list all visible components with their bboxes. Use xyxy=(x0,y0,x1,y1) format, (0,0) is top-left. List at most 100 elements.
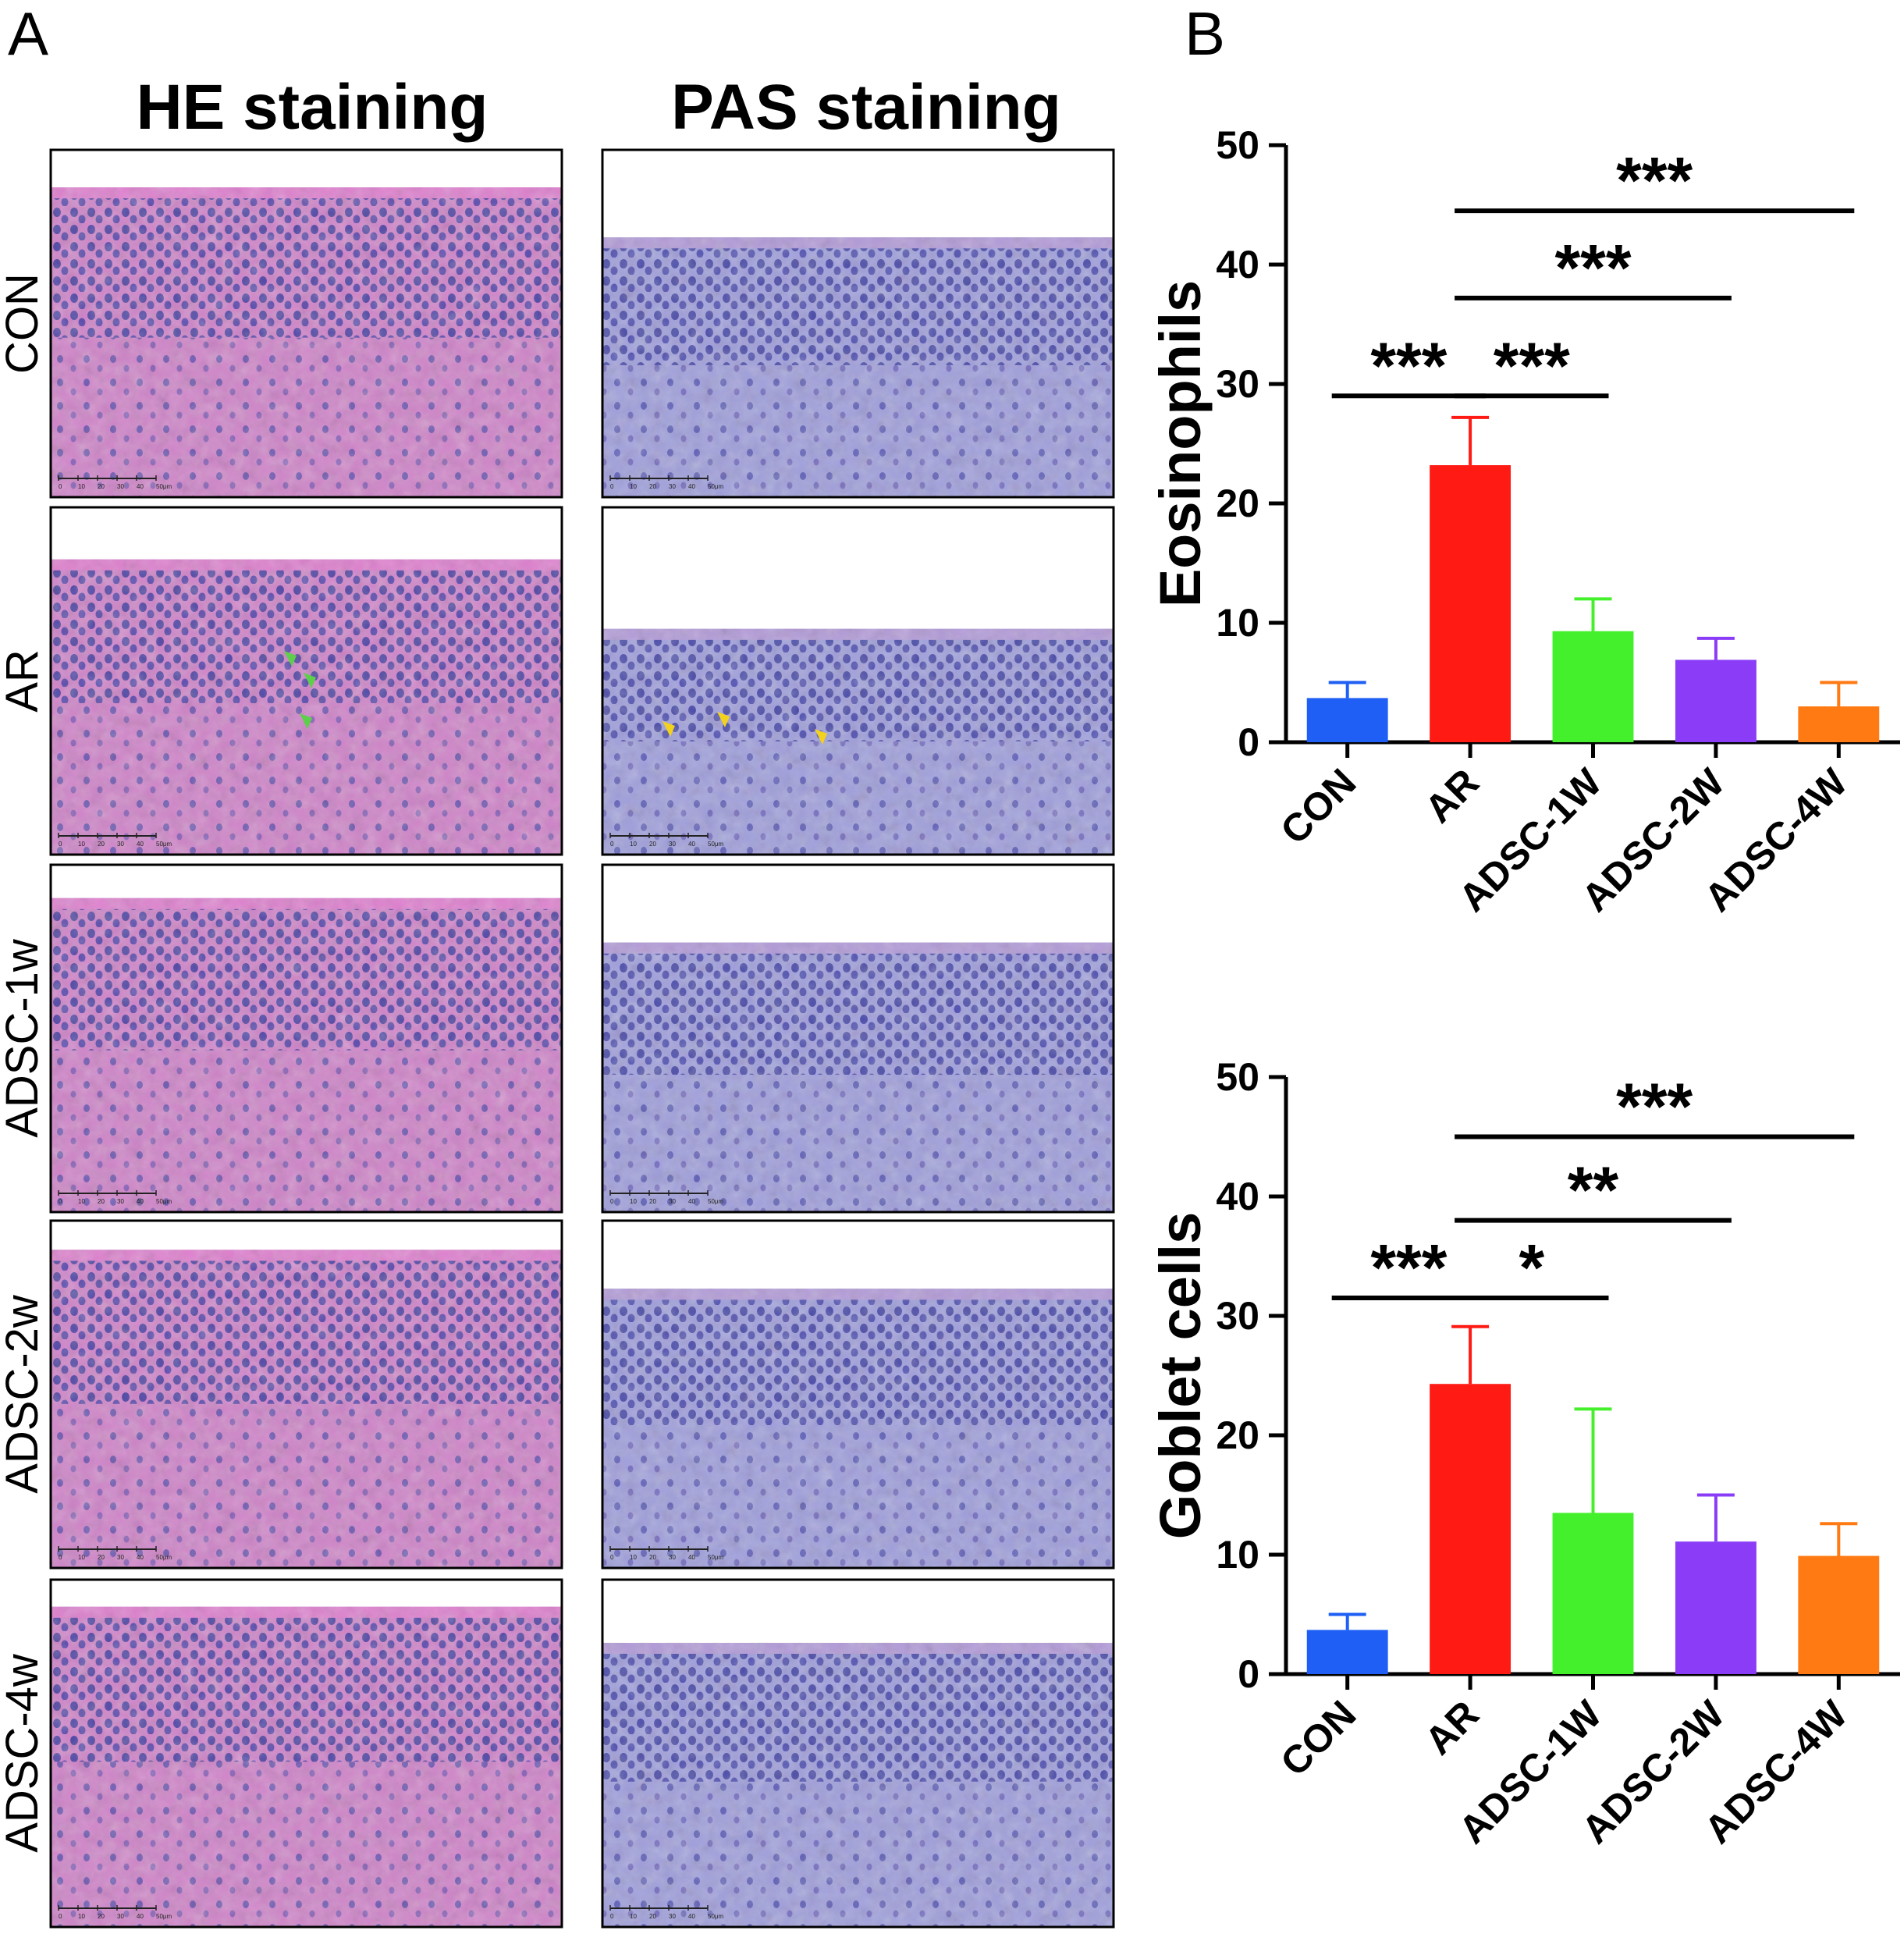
scale-bar-tick: 10 xyxy=(630,1913,637,1920)
scale-bar-tick: 10 xyxy=(630,483,637,490)
scale-bar: 0 10 20 30 40 50μm xyxy=(58,833,172,848)
scale-bar-tick: 0 xyxy=(610,483,614,490)
y-tick-label: 10 xyxy=(1216,601,1259,645)
bar-con xyxy=(1306,1630,1388,1674)
scale-bar: 0 10 20 30 40 50μm xyxy=(609,1546,724,1561)
scale-bar-tick: 10 xyxy=(78,1913,85,1920)
scale-bar-tick: 40 xyxy=(137,1198,144,1205)
scale-bar-tick: 0 xyxy=(59,1554,62,1561)
scale-bar-tick: 40 xyxy=(688,483,695,490)
bar-ar xyxy=(1430,1384,1511,1674)
scale-bar-tick: 10 xyxy=(630,841,637,848)
significance-stars: *** xyxy=(1370,329,1447,402)
y-tick-label: 40 xyxy=(1216,1175,1259,1218)
scale-bar-tick: 50μm xyxy=(156,483,172,490)
row-label-con: CON xyxy=(0,273,48,374)
scale-bar-tick: 30 xyxy=(117,483,124,490)
category-label-con: CON xyxy=(1272,760,1364,852)
scale-bar-tick: 40 xyxy=(137,841,144,848)
scale-bar-tick: 0 xyxy=(610,1554,614,1561)
micrograph-pas-ar: 0 10 20 30 40 50μm xyxy=(601,506,1115,856)
cell-marker-arrow-icon xyxy=(717,712,730,727)
scale-bar-tick: 20 xyxy=(98,1198,105,1205)
y-tick-label: 30 xyxy=(1216,362,1259,406)
micrograph-pas-con: 0 10 20 30 40 50μm xyxy=(601,148,1115,499)
y-tick-label: 20 xyxy=(1216,1413,1259,1457)
scale-bar-tick: 20 xyxy=(98,1913,105,1920)
bar-adsc-2w xyxy=(1675,659,1757,742)
significance-stars: ** xyxy=(1568,1154,1619,1227)
category-label-ar: AR xyxy=(1416,760,1487,831)
scale-bar-tick: 0 xyxy=(59,841,62,848)
bar-adsc-4w xyxy=(1798,706,1880,742)
bar-adsc-1w xyxy=(1552,631,1634,742)
scale-bar-tick: 20 xyxy=(98,483,105,490)
scale-bar-tick: 30 xyxy=(669,841,676,848)
cell-marker-arrow-icon xyxy=(284,651,297,667)
scale-bar-tick: 50μm xyxy=(156,1198,172,1205)
scale-bar-tick: 30 xyxy=(669,1554,676,1561)
scale-bar-tick: 40 xyxy=(688,841,695,848)
bar-con xyxy=(1306,698,1388,742)
significance-stars: * xyxy=(1519,1231,1544,1304)
scale-bar-tick: 20 xyxy=(649,483,656,490)
scale-bar: 0 10 20 30 40 50μm xyxy=(609,1905,724,1920)
bar-adsc-1w xyxy=(1552,1513,1634,1674)
scale-bar-tick: 20 xyxy=(649,1913,656,1920)
pas-column-title: PAS staining xyxy=(671,72,1061,143)
y-tick-label: 20 xyxy=(1216,482,1259,525)
scale-bar-tick: 20 xyxy=(98,841,105,848)
y-axis-title: Goblet cells xyxy=(1148,1212,1213,1539)
micrograph-he-adsc-2w: 0 10 20 30 40 50μm xyxy=(49,1219,563,1570)
panel-b-letter: B xyxy=(1185,0,1225,68)
cell-marker-arrow-icon xyxy=(662,721,675,737)
scale-bar: 0 10 20 30 40 50μm xyxy=(609,833,724,848)
he-column-title: HE staining xyxy=(136,72,488,143)
scale-bar-tick: 50μm xyxy=(708,1198,724,1205)
scale-bar-tick: 0 xyxy=(59,1198,62,1205)
scale-bar-tick: 40 xyxy=(137,483,144,490)
y-tick-label: 0 xyxy=(1238,720,1259,764)
scale-bar-tick: 10 xyxy=(78,1554,85,1561)
scale-bar-tick: 50μm xyxy=(708,483,724,490)
row-label-adsc-2w: ADSC-2w xyxy=(0,1294,48,1494)
scale-bar-tick: 30 xyxy=(117,1198,124,1205)
scale-bar-tick: 50μm xyxy=(156,1913,172,1920)
scale-bar-tick: 30 xyxy=(117,841,124,848)
scale-bar-tick: 20 xyxy=(649,1554,656,1561)
scale-bar-tick: 30 xyxy=(117,1554,124,1561)
scale-bar-tick: 0 xyxy=(610,1913,614,1920)
scale-bar-tick: 10 xyxy=(78,1198,85,1205)
scale-bar-tick: 40 xyxy=(688,1554,695,1561)
micrograph-pas-adsc-4w: 0 10 20 30 40 50μm xyxy=(601,1578,1115,1929)
micrograph-he-adsc-1w: 0 10 20 30 40 50μm xyxy=(49,863,563,1214)
y-tick-label: 30 xyxy=(1216,1294,1259,1338)
bar-adsc-4w xyxy=(1798,1555,1880,1674)
y-tick-label: 40 xyxy=(1216,243,1259,286)
scale-bar-tick: 10 xyxy=(630,1554,637,1561)
significance-stars: *** xyxy=(1616,144,1693,217)
y-tick-label: 10 xyxy=(1216,1533,1259,1577)
scale-bar-tick: 10 xyxy=(630,1198,637,1205)
micrograph-pas-adsc-2w: 0 10 20 30 40 50μm xyxy=(601,1219,1115,1570)
scale-bar-tick: 50μm xyxy=(156,841,172,848)
row-label-adsc-4w: ADSC-4w xyxy=(0,1653,48,1853)
significance-stars: *** xyxy=(1370,1231,1447,1304)
micrograph-he-con: 0 10 20 30 40 50μm xyxy=(49,148,563,499)
y-tick-label: 50 xyxy=(1216,123,1259,167)
scale-bar-tick: 30 xyxy=(669,1913,676,1920)
scale-bar: 0 10 20 30 40 50μm xyxy=(58,475,172,490)
scale-bar-tick: 50μm xyxy=(708,1913,724,1920)
scale-bar: 0 10 20 30 40 50μm xyxy=(58,1190,172,1205)
category-label-ar: AR xyxy=(1416,1692,1487,1763)
scale-bar-tick: 40 xyxy=(688,1913,695,1920)
row-label-adsc-1w: ADSC-1w xyxy=(0,938,48,1138)
significance-stars: *** xyxy=(1616,1070,1693,1143)
scale-bar-tick: 20 xyxy=(649,1198,656,1205)
scale-bar-tick: 50μm xyxy=(708,1554,724,1561)
scale-bar-tick: 0 xyxy=(610,1198,614,1205)
y-axis-title: Eosinophils xyxy=(1148,280,1213,607)
cell-marker-arrow-icon xyxy=(304,673,316,688)
